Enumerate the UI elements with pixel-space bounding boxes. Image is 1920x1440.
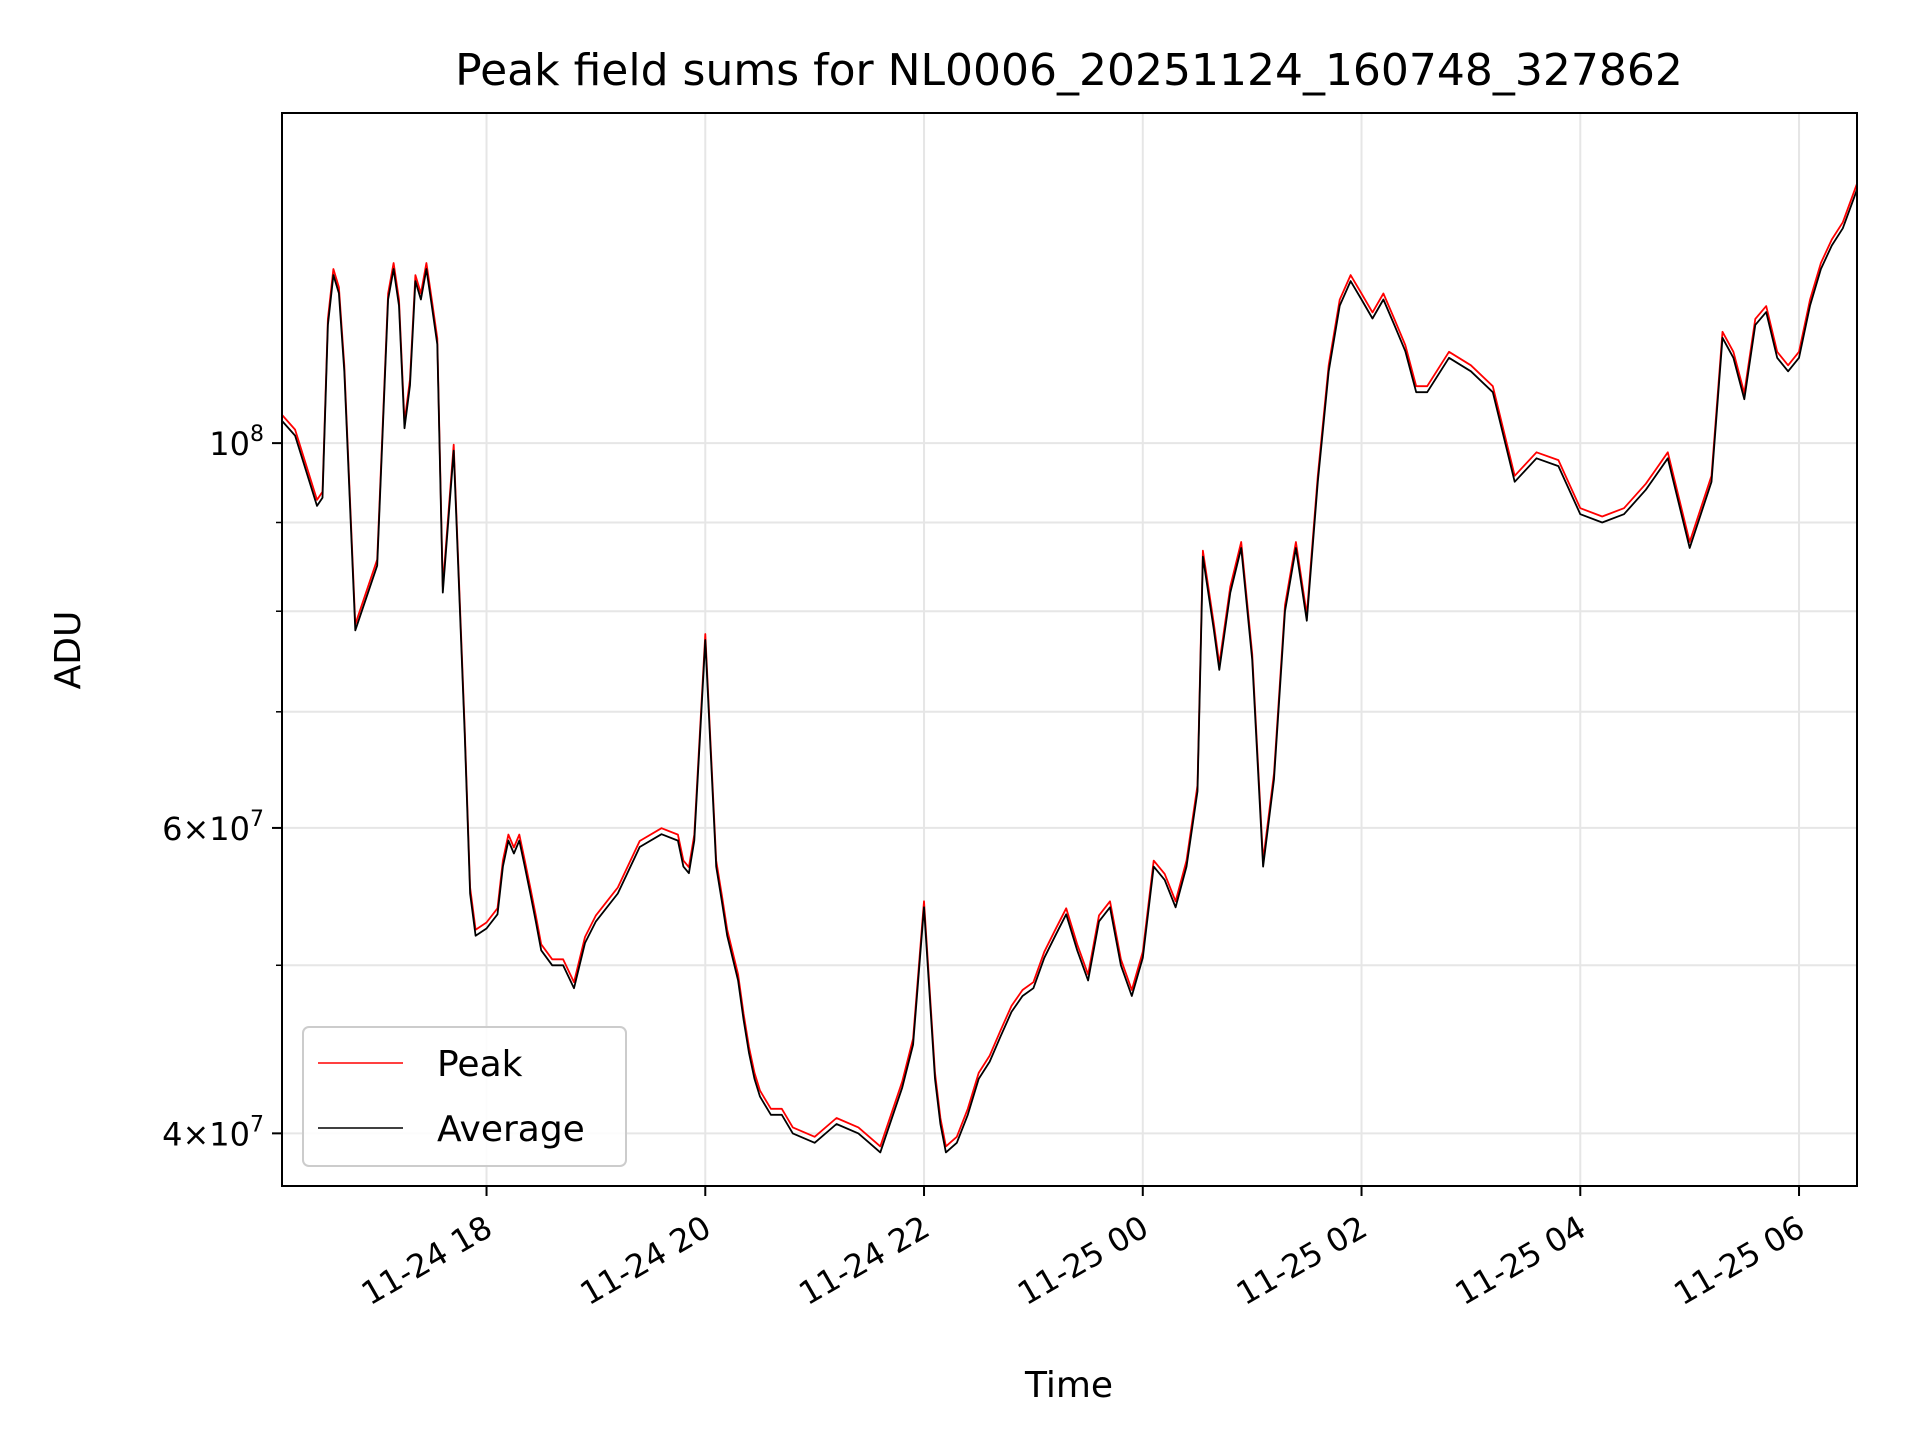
y-tick-label: 4×107 — [162, 1112, 264, 1153]
y-tick-label: 6×107 — [162, 807, 264, 848]
legend-box — [302, 1026, 627, 1167]
chart-title: Peak field sums for NL0006_20251124_1607… — [455, 45, 1683, 96]
legend-label-average: Average — [437, 1109, 585, 1150]
plot-layer — [281, 183, 1858, 1154]
plot-frame — [281, 112, 1858, 1187]
legend: Peak Average — [302, 1026, 627, 1167]
legend-label-peak: Peak — [437, 1044, 523, 1085]
x-axis-label: Time — [1024, 1365, 1113, 1406]
series-line-average — [281, 189, 1858, 1154]
y-axis-label: ADU — [48, 611, 89, 690]
y-tick-label: 108 — [209, 422, 264, 463]
